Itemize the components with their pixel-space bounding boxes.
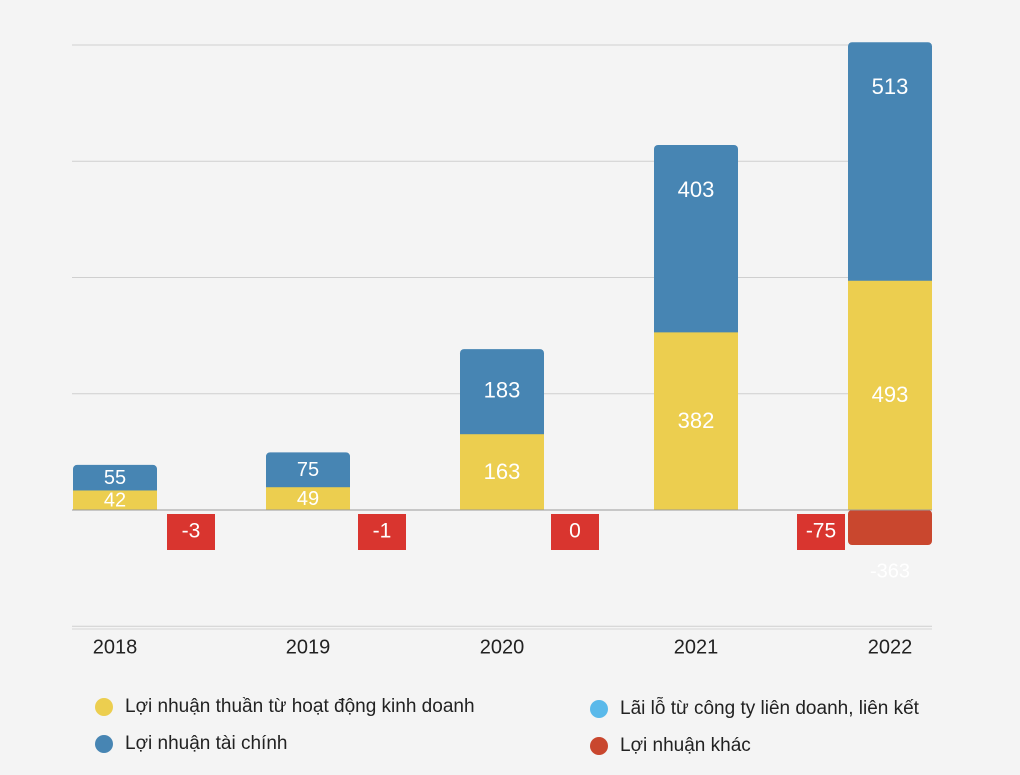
legend-item-financial: Lợi nhuận tài chính bbox=[95, 733, 287, 755]
bar-operating-2022 bbox=[848, 280, 932, 510]
data-label-other-2020: 0 bbox=[569, 520, 581, 543]
bar-other-2021 bbox=[797, 514, 845, 550]
bar-other-2019 bbox=[358, 514, 406, 550]
tick-label-2018: 2018 bbox=[93, 636, 138, 658]
bar-operating-2020 bbox=[460, 434, 544, 510]
legend-item-other: Lợi nhuận khác bbox=[590, 735, 751, 757]
data-label-financial-2020: 183 bbox=[484, 377, 521, 402]
bar-other-2018 bbox=[167, 514, 215, 550]
tick-label-2022: 2022 bbox=[868, 636, 913, 658]
legend-dot-yellow-icon bbox=[95, 698, 113, 716]
tick-label-2020: 2020 bbox=[480, 636, 525, 658]
data-label-operating-2021: 382 bbox=[678, 408, 715, 433]
bar-operating-2019 bbox=[266, 487, 350, 510]
legend-dot-red-icon bbox=[590, 737, 608, 755]
data-label-other-2018: -3 bbox=[182, 520, 201, 543]
legend-item-operating: Lợi nhuận thuần từ hoạt động kinh doanh bbox=[95, 696, 475, 718]
data-label-other-2022: -363 bbox=[870, 560, 910, 582]
bar-financial-2018 bbox=[73, 464, 157, 495]
bar-operating-2021 bbox=[654, 332, 738, 510]
bar-financial-2022 bbox=[848, 42, 932, 285]
data-label-financial-2022: 513 bbox=[872, 74, 909, 99]
tick-label-2019: 2019 bbox=[286, 636, 331, 658]
legend-label-operating: Lợi nhuận thuần từ hoạt động kinh doanh bbox=[125, 696, 475, 717]
legend-dot-blue-icon bbox=[95, 735, 113, 753]
legend-dot-light-blue-icon bbox=[590, 700, 608, 718]
data-label-financial-2018: 55 bbox=[104, 467, 126, 489]
bar-other-2020 bbox=[551, 514, 599, 550]
legend-label-jv: Lãi lỗ từ công ty liên doanh, liên kết bbox=[620, 698, 919, 719]
data-label-financial-2019: 75 bbox=[297, 459, 319, 481]
bar-financial-2021 bbox=[654, 144, 738, 337]
bar-financial-2019 bbox=[266, 452, 350, 492]
bar-operating-2018 bbox=[73, 490, 157, 510]
tick-label-2021: 2021 bbox=[674, 636, 719, 658]
data-label-other-2021: -75 bbox=[806, 520, 836, 543]
data-label-operating-2020: 163 bbox=[484, 459, 521, 484]
bar-financial-2020 bbox=[460, 349, 544, 439]
legend-item-jv: Lãi lỗ từ công ty liên doanh, liên kết bbox=[590, 698, 919, 720]
data-label-operating-2019: 49 bbox=[297, 488, 319, 510]
data-label-other-2019: -1 bbox=[373, 520, 392, 543]
bar-other-2022 bbox=[848, 510, 932, 545]
legend-label-financial: Lợi nhuận tài chính bbox=[125, 733, 288, 754]
data-label-operating-2018: 42 bbox=[104, 490, 126, 512]
legend-label-other: Lợi nhuận khác bbox=[620, 735, 751, 756]
data-label-financial-2021: 403 bbox=[678, 177, 715, 202]
data-label-operating-2022: 493 bbox=[872, 382, 909, 407]
